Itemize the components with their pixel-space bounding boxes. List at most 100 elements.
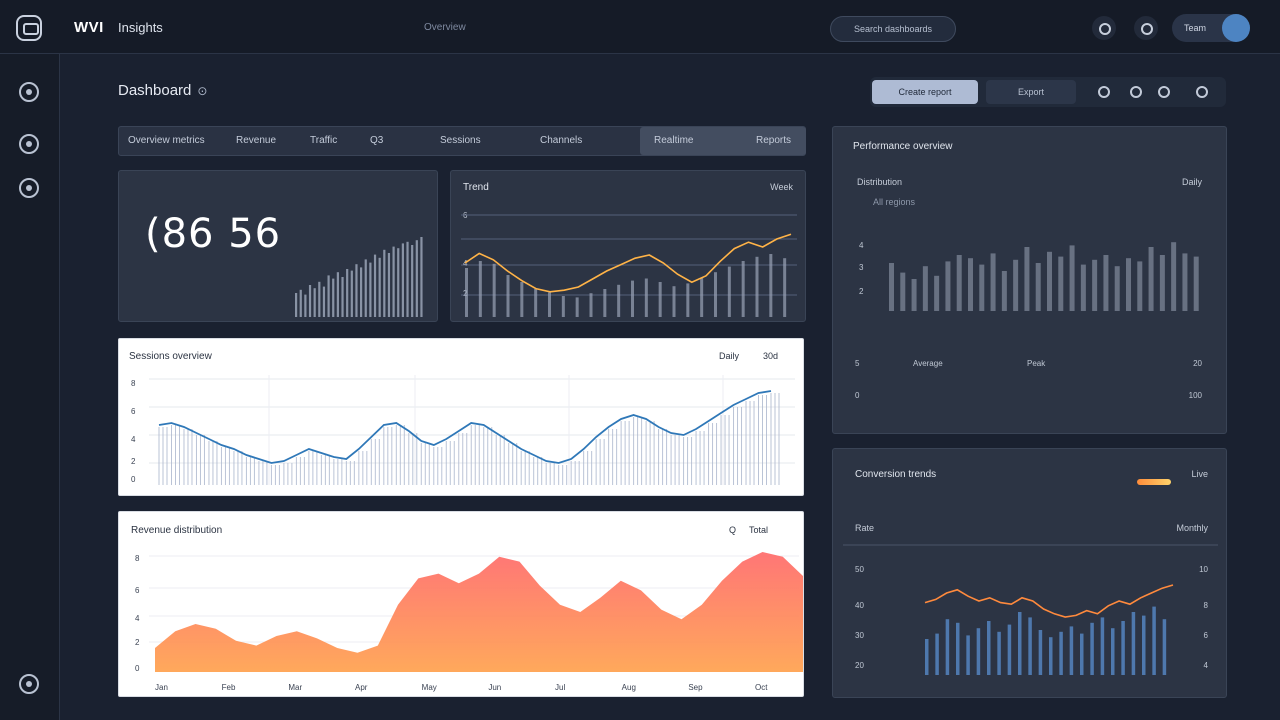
filter-icon[interactable]: [1158, 86, 1170, 98]
kpi-bar: [350, 270, 353, 317]
performance-bar: [945, 261, 951, 311]
sessions-meta-right[interactable]: 30d: [763, 351, 779, 361]
sessions-meta-left[interactable]: Daily: [719, 351, 740, 361]
conversion-meta[interactable]: Live: [1191, 469, 1208, 479]
revenue-meta-left[interactable]: Q: [729, 525, 737, 535]
trend-bar: [561, 296, 565, 317]
trend-bar: [769, 254, 773, 317]
performance-title: Performance overview: [853, 141, 953, 152]
trend-bar: [672, 286, 676, 317]
revenue-y-label: 4: [135, 614, 140, 623]
conversion-bar: [1038, 630, 1043, 675]
conversion-bar: [976, 628, 981, 675]
revenue-x-tick-label: May: [422, 683, 437, 692]
title-info-icon[interactable]: ⊙: [197, 84, 208, 98]
conversion-chart: [843, 544, 1218, 675]
conversion-bar: [997, 631, 1001, 675]
performance-bar: [1024, 247, 1030, 311]
conversion-series-line: [924, 584, 1174, 618]
performance-bar: [1047, 251, 1052, 311]
revenue-x-tick-label: Jul: [555, 683, 565, 692]
trend-bar: [492, 263, 496, 317]
performance-bar: [1159, 255, 1165, 311]
clock-icon[interactable]: [1098, 86, 1110, 98]
tab-realtime[interactable]: Realtime: [654, 135, 694, 146]
performance-bar: [911, 279, 917, 311]
performance-bar: [956, 255, 962, 311]
conversion-sub-right[interactable]: Monthly: [1176, 523, 1208, 533]
kpi-bar: [392, 246, 395, 317]
tab-q3[interactable]: Q3: [370, 135, 384, 146]
kpi-value: (86 56: [145, 211, 282, 257]
settings-icon[interactable]: [1134, 16, 1158, 40]
revenue-meta-right[interactable]: Total: [749, 525, 769, 535]
conversion-bar: [966, 635, 970, 675]
tab-sessions[interactable]: Sessions: [440, 135, 481, 146]
revenue-x-tick-label: Oct: [755, 683, 768, 692]
sessions-y-label: 2: [131, 457, 136, 466]
compass-icon[interactable]: [19, 82, 39, 102]
kpi-bar: [373, 254, 377, 317]
tab-reports[interactable]: Reports: [756, 135, 792, 146]
kpi-bar: [304, 294, 307, 317]
trend-bar: [534, 289, 538, 317]
kpi-bar: [327, 275, 330, 317]
user-label: Team: [1184, 23, 1207, 33]
revenue-area: [155, 552, 803, 672]
trend-bar: [783, 258, 787, 317]
revenue-y-label: 2: [135, 638, 140, 647]
tab-revenue[interactable]: Revenue: [236, 135, 277, 146]
revenue-panel: Revenue distribution Q Total 8 6 4 2 0 J…: [118, 511, 804, 697]
conversion-bar: [1131, 612, 1136, 675]
notification-icon[interactable]: [1092, 16, 1116, 40]
analytics-icon[interactable]: [19, 134, 39, 154]
trend-bar: [644, 278, 648, 317]
performance-bar: [1035, 263, 1041, 311]
create-report-button[interactable]: Create report: [872, 80, 978, 104]
performance-note: All regions: [873, 197, 916, 207]
sessions-chart: [149, 375, 795, 485]
conversion-bar: [1162, 619, 1167, 675]
user-menu[interactable]: Team: [1172, 14, 1250, 42]
trend-panel: Trend Week 6 4 2: [450, 170, 806, 322]
performance-bar: [1137, 261, 1143, 311]
performance-bar: [922, 266, 928, 311]
performance-bottom-mid: Average: [913, 359, 943, 368]
tab-overview-metrics[interactable]: Overview metrics: [128, 135, 205, 146]
revenue-x-tick-label: Apr: [355, 683, 368, 692]
app-logo-icon[interactable]: [16, 15, 42, 41]
conversion-bar: [1080, 633, 1084, 675]
trend-bar: [575, 297, 579, 317]
refresh-icon[interactable]: [1130, 86, 1142, 98]
kpi-bar: [295, 293, 298, 317]
tab-traffic[interactable]: Traffic: [310, 135, 338, 146]
conversion-bar: [1090, 622, 1094, 675]
revenue-x-tick-label: Sep: [688, 683, 703, 692]
trend-bar: [755, 256, 759, 317]
nav-link-overview[interactable]: Overview: [424, 22, 466, 33]
export-button[interactable]: Export: [986, 80, 1076, 104]
more-icon[interactable]: [1196, 86, 1208, 98]
trend-bar: [714, 272, 717, 317]
kpi-bar: [406, 241, 409, 317]
tab-channels[interactable]: Channels: [540, 135, 583, 146]
page-title-text: Dashboard: [118, 82, 192, 99]
performance-bar: [1069, 245, 1075, 311]
avatar[interactable]: [1222, 14, 1250, 42]
performance-bar: [1103, 255, 1109, 311]
performance-panel: Performance overview Distribution Daily …: [832, 126, 1227, 434]
performance-bottom-right: 20: [1193, 359, 1202, 368]
search-button[interactable]: Search dashboards: [830, 16, 956, 42]
kpi-bar: [383, 249, 386, 317]
performance-bar: [1080, 264, 1086, 311]
help-icon[interactable]: [19, 674, 39, 694]
performance-sub-right[interactable]: Daily: [1181, 177, 1202, 187]
sessions-panel: Sessions overview Daily 30d 8 6 4 2 0: [118, 338, 804, 496]
performance-bar: [889, 263, 894, 311]
trend-bar: [603, 289, 607, 317]
brand-subtitle: Insights: [118, 20, 163, 35]
user-icon[interactable]: [19, 178, 39, 198]
trend-period[interactable]: Week: [770, 182, 793, 192]
performance-bar: [1126, 258, 1131, 311]
trend-bar: [478, 261, 482, 317]
